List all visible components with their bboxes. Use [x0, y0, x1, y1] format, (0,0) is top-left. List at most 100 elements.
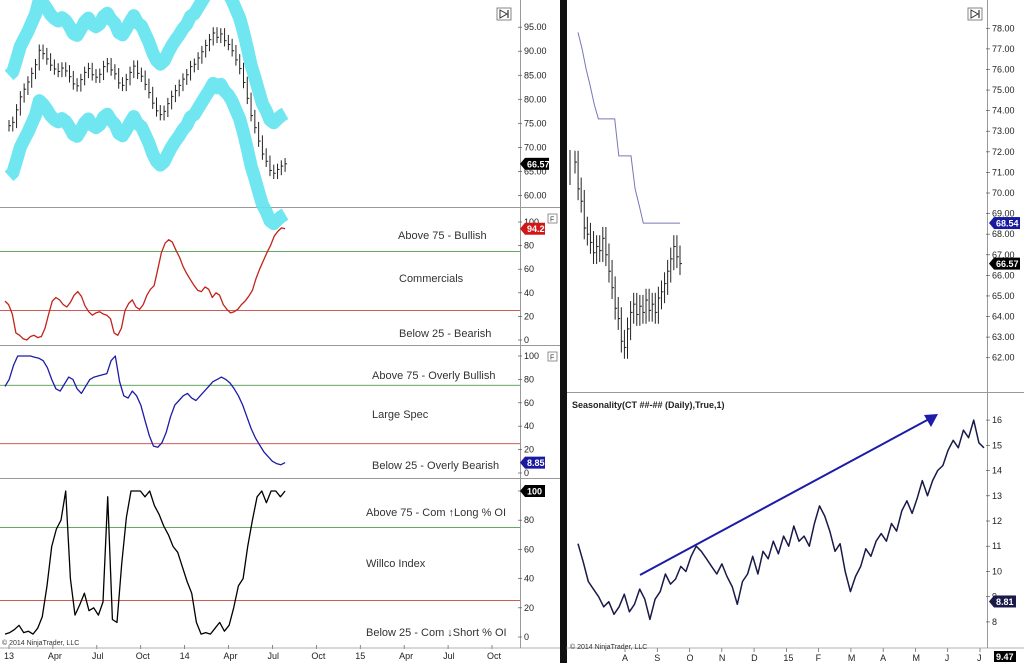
x-tick-label: Apr [399, 651, 413, 661]
y-tick-label: 16 [992, 415, 1002, 425]
y-tick-label: 20 [524, 603, 534, 613]
x-tick-label: Oct [487, 651, 502, 661]
series-line [4, 490, 286, 635]
y-tick-label: 12 [992, 516, 1002, 526]
willco-lower-note: Below 25 - Com ↓Short % OI [366, 627, 507, 639]
y-tick-label: 60 [524, 544, 534, 554]
x-tick-label: F [816, 653, 822, 663]
y-tick-label: 66.00 [992, 270, 1015, 280]
last-price-badge: 66.57 [527, 159, 550, 169]
pan-right-icon[interactable] [496, 7, 512, 21]
y-tick-label: 63.00 [992, 332, 1015, 342]
willco-title: Willco Index [366, 558, 426, 570]
y-tick-label: 72.00 [992, 147, 1015, 157]
x-tick-label: Oct [136, 651, 151, 661]
y-tick-label: 60.00 [524, 190, 547, 200]
x-tick-label: M [912, 653, 920, 663]
last-price-badge-bg [994, 257, 1020, 270]
last-price-badge-arrow [989, 257, 994, 270]
x-tick-label: Apr [48, 651, 62, 661]
x-tick-label: J [977, 653, 982, 663]
y-tick-label: 8 [992, 617, 997, 627]
x-tick-label: O [687, 653, 694, 663]
window-divider[interactable] [560, 0, 567, 663]
trend-arrow-head [924, 414, 938, 427]
y-tick-label: 71.00 [992, 167, 1015, 177]
series-line [4, 355, 286, 466]
last-value-badge-arrow [520, 456, 525, 469]
x-tick-label: Oct [311, 651, 326, 661]
x-tick-label: J [945, 653, 950, 663]
time-axes: 13 Apr Jul Oct 14 Apr Jul Oct 15 Apr Jul Oct A S O N D 15… [0, 645, 1024, 663]
y-tick-label: 10 [992, 566, 1002, 576]
y-tick-label: 20 [524, 445, 534, 455]
y-tick-label: 70.00 [992, 188, 1015, 198]
last-value-badge: 8.81 [996, 597, 1014, 607]
y-tick-label: 76.00 [992, 64, 1015, 74]
seasonality-title: Seasonality(CT ##-## (Daily),True,1) [572, 400, 725, 410]
willco-upper-note: Above 75 - Com ↑Long % OI [366, 507, 506, 519]
y-tick-label: 70.00 [524, 142, 547, 152]
y-tick-label: 15 [992, 440, 1002, 450]
y-tick-label: 69.00 [992, 209, 1015, 219]
last-price-badge-arrow [520, 157, 525, 170]
seasonality-panel: 16151413121110988.819.47 [577, 414, 1016, 662]
y-tick-label: 75.00 [992, 85, 1015, 95]
pan-right-icon[interactable] [967, 7, 983, 21]
large-spec-panel: 100 80 60 40 20 08.85 [0, 351, 545, 478]
willco-panel: 100806040200100 [0, 485, 545, 642]
y-tick-label: 68.00 [992, 229, 1015, 239]
x-tick-label: 14 [180, 651, 190, 661]
lower-band [4, 76, 289, 231]
y-tick-label: 20 [524, 311, 534, 321]
format-f-icon[interactable]: F [547, 351, 558, 362]
y-tick-label: 64.00 [992, 312, 1015, 322]
commercials-panel: 100 80 60 40 20 0 94.29 [0, 217, 550, 345]
y-tick-label: 67.00 [992, 250, 1015, 260]
last-value-badge-bg [525, 222, 545, 235]
y-tick-label: 73.00 [992, 126, 1015, 136]
y-tick-label: 11 [992, 541, 1001, 551]
y-tick-label: 40 [524, 421, 534, 431]
svg-text:F: F [550, 355, 554, 362]
y-tick-label: 40 [524, 574, 534, 584]
y-tick-label: 80.00 [524, 94, 547, 104]
y-tick-label: 60 [524, 398, 534, 408]
last-price-badge-bg [525, 157, 549, 170]
y-tick-label: 77.00 [992, 44, 1015, 54]
y-tick-label: 100 [524, 217, 539, 227]
x-tick-label: Jul [92, 651, 104, 661]
limit-price-badge-arrow [989, 217, 994, 230]
y-tick-label: 62.00 [992, 353, 1015, 363]
x-tick-label: Jul [443, 651, 455, 661]
commercials-lower-note: Below 25 - Bearish [399, 328, 491, 340]
last-price-badge: 66.57 [996, 259, 1019, 269]
upper-band [4, 0, 289, 130]
limit-price-badge-bg [994, 217, 1020, 230]
y-tick-label: 65.00 [524, 166, 547, 176]
x-tick-label: A [622, 653, 628, 663]
x-tick-label: S [654, 653, 660, 663]
commercials-upper-note: Above 75 - Bullish [398, 230, 487, 242]
right-price-panel: 78.00 77.00 76.00 75.00 74.00 73.00 72.00 71.00… [569, 23, 1020, 363]
last-value-badge: 100 [527, 487, 542, 497]
y-tick-label: 0 [524, 632, 529, 642]
commercials-title: Commercials [399, 273, 464, 285]
y-tick-label: 74.00 [992, 106, 1015, 116]
price-panel: 95.00 90.00 85.00 80.00 75.00 70.00 65.00 60.00… [4, 0, 550, 231]
last-value-badge-arrow [520, 485, 525, 497]
y-tick-label: 80 [524, 515, 534, 525]
format-f-icon[interactable]: F [547, 213, 558, 224]
svg-text:F: F [550, 217, 554, 224]
last-value-badge-bg [994, 595, 1016, 608]
x-tick-label: D [751, 653, 758, 663]
large-spec-title: Large Spec [372, 409, 429, 421]
x-tick-label: 15 [355, 651, 365, 661]
corner-value-bg [994, 651, 1016, 662]
limit-line [577, 32, 680, 224]
y-tick-label: 78.00 [992, 23, 1015, 33]
y-tick-label: 100 [524, 351, 539, 361]
corner-value: 9.47 [996, 652, 1014, 662]
series-line [4, 227, 286, 341]
last-value-badge-arrow [989, 595, 994, 608]
